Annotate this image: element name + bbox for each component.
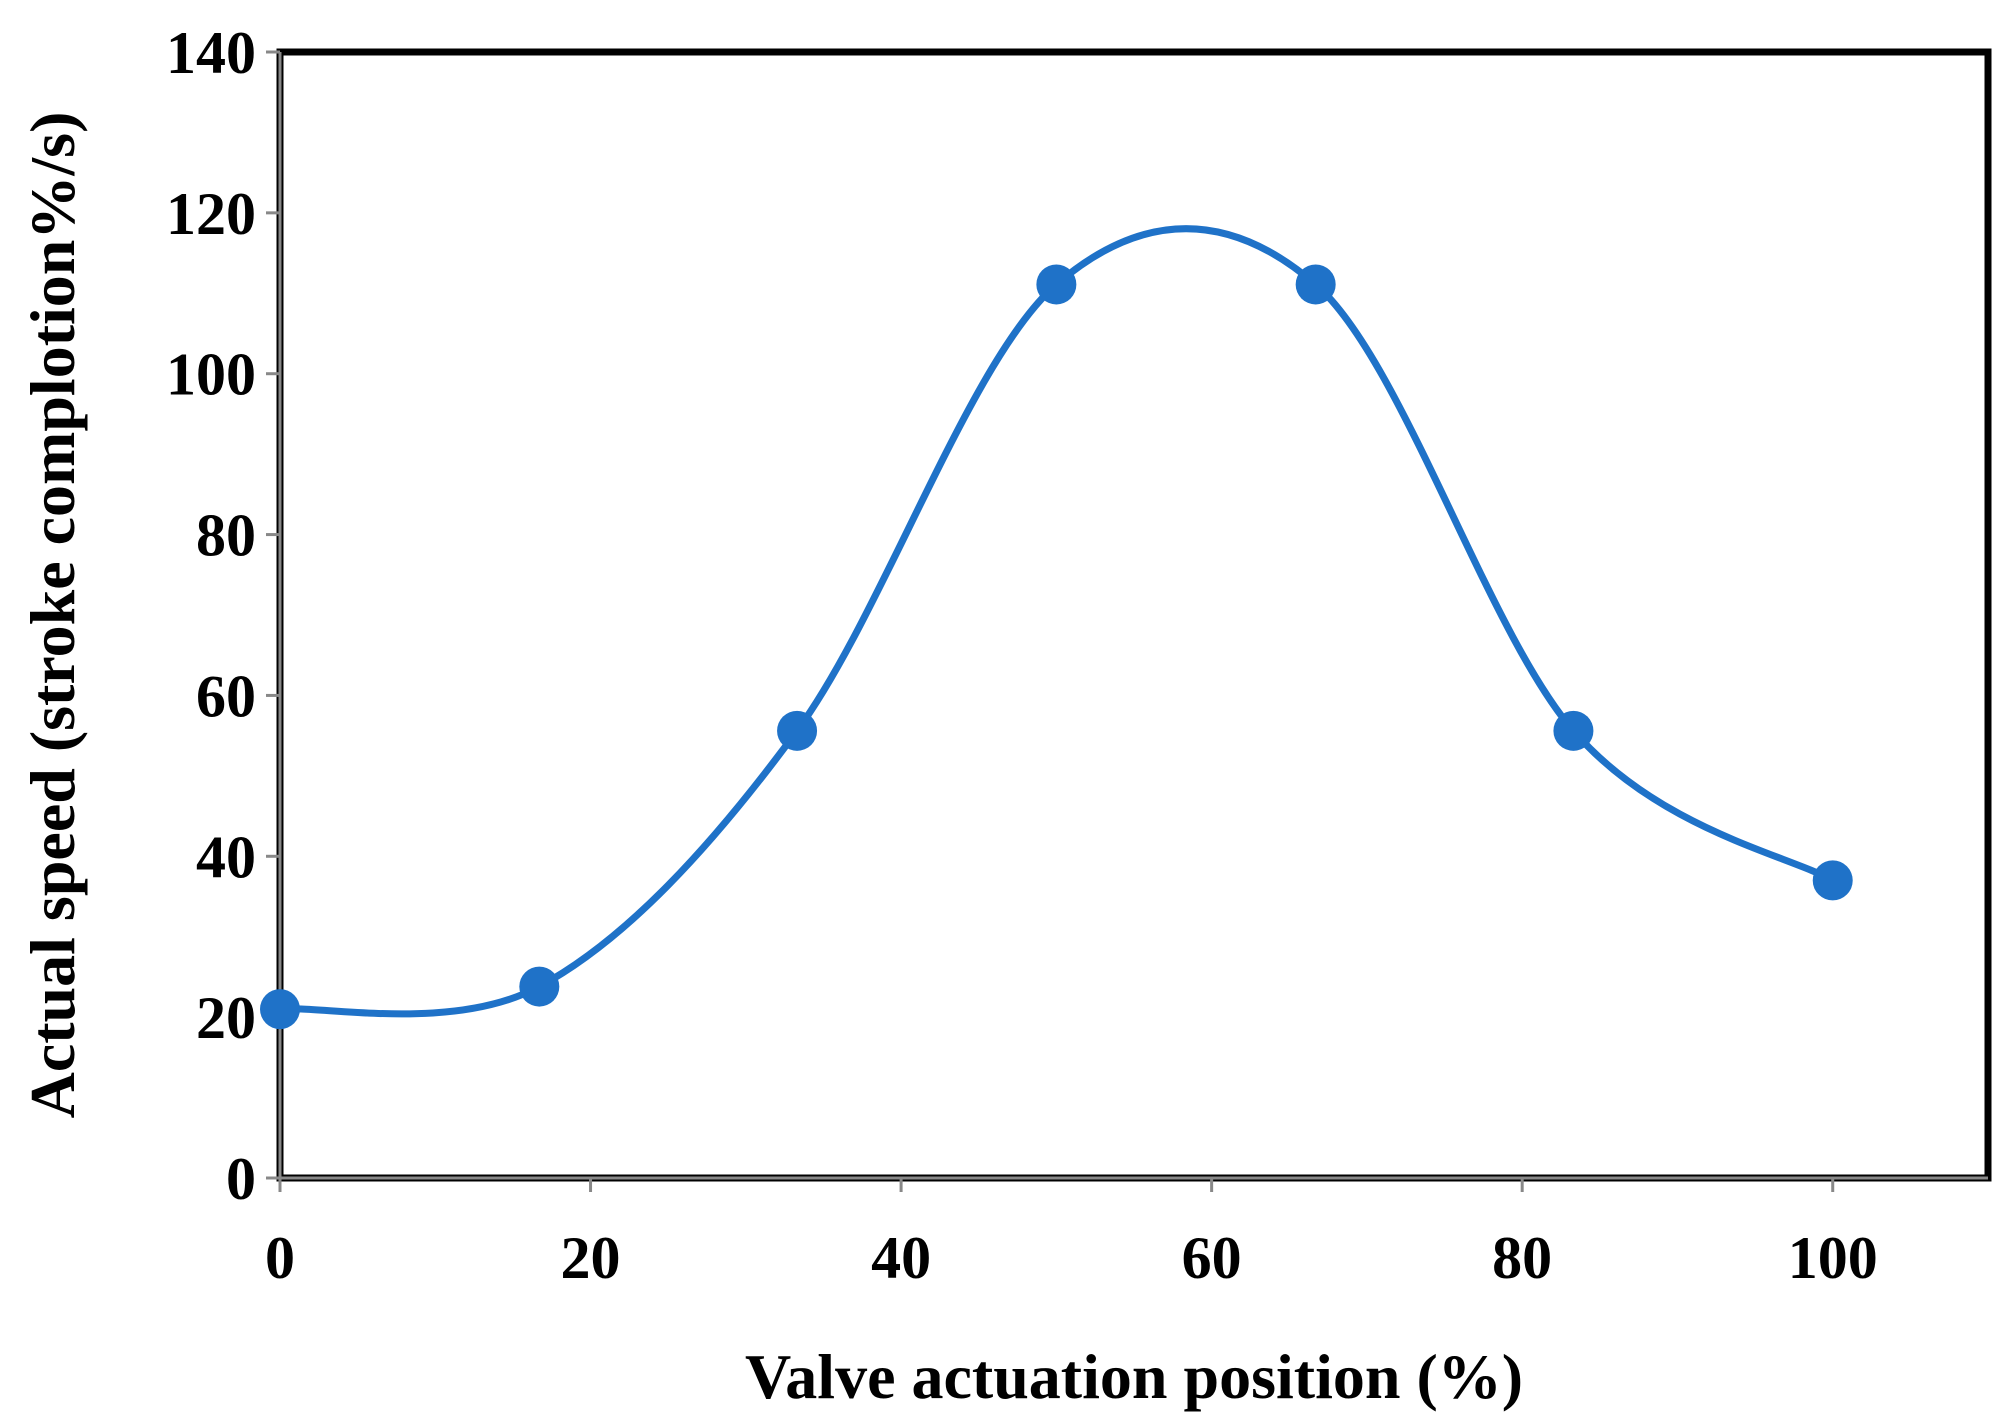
data-point bbox=[1295, 264, 1336, 305]
x-tick-label: 60 bbox=[1182, 1225, 1242, 1291]
series-line bbox=[276, 225, 1837, 1018]
x-tick-label: 80 bbox=[1492, 1225, 1552, 1291]
data-point bbox=[519, 966, 560, 1007]
x-tick-label: 40 bbox=[871, 1225, 931, 1291]
y-tick-label: 60 bbox=[196, 663, 256, 729]
x-axis-title: Valve actuation position (%) bbox=[745, 1341, 1523, 1412]
y-tick-label: 140 bbox=[166, 20, 256, 86]
y-tick-label: 120 bbox=[166, 181, 256, 247]
data-point bbox=[1812, 860, 1853, 901]
y-tick-label: 20 bbox=[196, 985, 256, 1051]
plot-area-frame bbox=[276, 48, 1992, 1182]
data-point bbox=[260, 989, 300, 1030]
series-layer bbox=[260, 225, 1853, 1030]
y-tick-label: 100 bbox=[166, 342, 256, 408]
y-tick-label: 0 bbox=[226, 1146, 256, 1212]
x-tick-label: 0 bbox=[265, 1225, 295, 1291]
y-axis-ticks: 0 20 40 60 80 100 120 140 bbox=[166, 20, 280, 1212]
data-point bbox=[1553, 710, 1594, 751]
x-tick-label: 20 bbox=[561, 1225, 621, 1291]
x-tick-label: 100 bbox=[1788, 1225, 1878, 1291]
x-axis-ticks: 0 20 40 60 80 100 bbox=[265, 1178, 1878, 1291]
data-point bbox=[777, 710, 818, 751]
y-tick-label: 40 bbox=[196, 824, 256, 890]
y-axis-title: Actual speed (stroke complotion%/s) bbox=[17, 112, 88, 1119]
data-point bbox=[1036, 264, 1077, 305]
y-tick-label: 80 bbox=[196, 503, 256, 569]
